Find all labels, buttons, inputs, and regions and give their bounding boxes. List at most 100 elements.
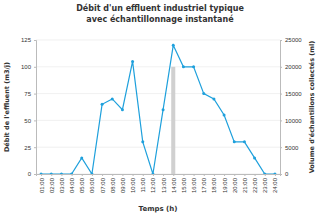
x-tick: 09:00 [120, 174, 126, 193]
marks [40, 44, 277, 174]
plot-area: 01:0002:0003:0004:0005:0006:0007:0008:00… [21, 37, 302, 193]
x-tick: 22:00 [252, 174, 258, 193]
x-tick-label: 13:00 [161, 177, 167, 193]
marker [223, 114, 226, 117]
marker [182, 65, 185, 68]
x-tick: 04:00 [69, 174, 75, 193]
marker [70, 173, 73, 175]
y-tick-label: 100 [21, 64, 32, 70]
y-tick: 25 [24, 145, 36, 151]
x-tick: 17:00 [201, 174, 207, 193]
x-tick: 18:00 [211, 174, 217, 193]
x-tick-label: 09:00 [120, 177, 126, 193]
x-tick-mark [275, 174, 276, 176]
x-tick-label: 06:00 [89, 177, 95, 193]
x-tick: 23:00 [262, 174, 268, 193]
y-tick-mark [34, 67, 36, 68]
y-tick-label: 125 [21, 37, 32, 43]
marker [202, 92, 205, 95]
marker [60, 173, 63, 175]
x-tick-mark [255, 174, 256, 176]
marker [162, 108, 165, 111]
marker [80, 156, 83, 159]
y-axis: 0255075100125 [21, 37, 37, 177]
y2-tick-label: 0 [285, 171, 289, 177]
x-tick-label: 15:00 [181, 177, 187, 193]
y2-axis-title: Volume d'échantillons collectés (ml) [308, 41, 316, 174]
x-tick-label: 17:00 [201, 177, 207, 193]
y2-tick: 25000 [280, 37, 302, 43]
x-tick-label: 02:00 [49, 177, 55, 193]
x-tick-label: 04:00 [69, 177, 75, 193]
x-tick-mark [92, 174, 93, 176]
chart: 01:0002:0003:0004:0005:0006:0007:0008:00… [0, 0, 320, 214]
x-tick-label: 08:00 [110, 177, 116, 193]
x-tick-mark [214, 174, 215, 176]
y-axis-title: Débit de l'effluent (m3/j) [3, 62, 11, 152]
y-tick: 0 [28, 171, 36, 177]
marker [253, 156, 256, 159]
x-tick: 15:00 [181, 174, 187, 193]
y2-tick: 15000 [280, 91, 302, 97]
y2-tick-mark [280, 40, 282, 41]
y2-tick-mark [280, 120, 282, 121]
x-tick-label: 23:00 [262, 177, 268, 193]
x-tick: 24:00 [272, 174, 278, 193]
x-tick: 14:00 [171, 174, 177, 193]
x-tick-mark [194, 174, 195, 176]
y2-tick: 10000 [280, 118, 302, 124]
grid-line [36, 40, 280, 41]
x-tick-label: 07:00 [100, 177, 106, 193]
title: Débit d'un effluent industriel typique [76, 3, 244, 13]
marker [172, 44, 175, 47]
x-tick-mark [224, 174, 225, 176]
x-tick-mark [183, 174, 184, 176]
x-tick-mark [244, 174, 245, 176]
x-tick-mark [72, 174, 73, 176]
x-tick-mark [82, 174, 83, 176]
y-tick-mark [34, 94, 36, 95]
x-tick: 16:00 [191, 174, 197, 193]
y2-tick-label: 10000 [285, 118, 302, 124]
x-tick-mark [265, 174, 266, 176]
subtitle: avec échantillonnage instantané [86, 14, 234, 24]
y2-tick-mark [280, 147, 282, 148]
line [41, 45, 275, 174]
x-tick-label: 21:00 [242, 177, 248, 193]
marker [131, 60, 134, 63]
x-tick-mark [61, 174, 62, 176]
x-tick-label: 16:00 [191, 177, 197, 193]
x-tick-mark [51, 174, 52, 176]
marker [101, 103, 104, 106]
y2-tick: 5000 [280, 145, 299, 151]
x-tick-label: 24:00 [272, 177, 278, 193]
x-tick-label: 03:00 [59, 177, 65, 193]
grid-line [36, 147, 280, 148]
y-tick: 50 [24, 118, 36, 124]
x-tick-mark [204, 174, 205, 176]
marker [151, 173, 154, 175]
x-tick-mark [41, 174, 42, 176]
y-tick-label: 50 [24, 118, 31, 124]
grid [36, 40, 280, 174]
x-axis: 01:0002:0003:0004:0005:0006:0007:0008:00… [37, 174, 281, 193]
x-tick: 20:00 [232, 174, 238, 193]
y-tick-label: 25 [24, 145, 31, 151]
x-tick: 03:00 [59, 174, 65, 193]
y-tick-mark [34, 147, 36, 148]
x-tick-mark [102, 174, 103, 176]
marker [40, 173, 43, 175]
x-tick: 13:00 [161, 174, 167, 193]
y2-axis-line [281, 41, 283, 175]
y2-tick-label: 20000 [285, 64, 302, 70]
y2-tick: 20000 [280, 64, 302, 70]
x-tick: 08:00 [110, 174, 116, 193]
marker [90, 173, 93, 175]
marker [263, 173, 266, 175]
x-tick: 05:00 [79, 174, 85, 193]
x-tick-mark [173, 174, 174, 176]
y2-tick-mark [280, 94, 282, 95]
y-tick: 100 [21, 64, 36, 70]
marker [243, 140, 246, 143]
x-axis-title: Temps (h) [139, 205, 178, 213]
